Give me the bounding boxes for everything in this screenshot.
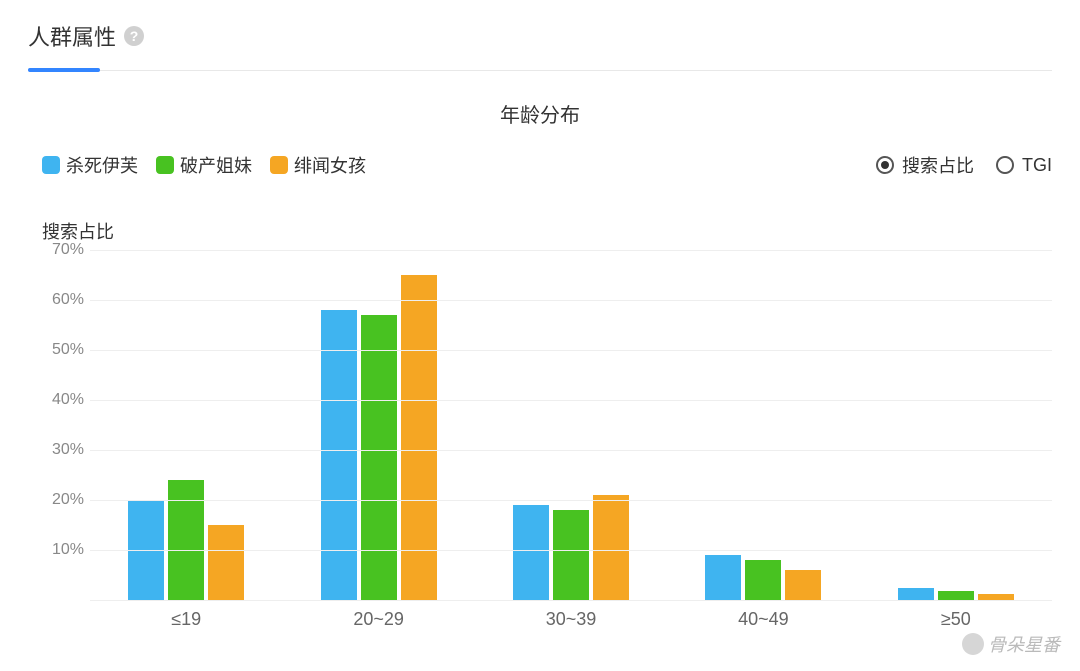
x-tick-label: 40~49: [738, 609, 789, 630]
bar[interactable]: [321, 310, 357, 600]
radio-label: 搜索占比: [902, 152, 974, 178]
legend: 杀死伊芙 破产姐妹 绯闻女孩: [42, 152, 366, 178]
chart-title: 年龄分布: [0, 99, 1080, 128]
legend-item[interactable]: 绯闻女孩: [270, 152, 366, 178]
radio-option[interactable]: 搜索占比: [876, 152, 974, 178]
bar[interactable]: [785, 570, 821, 600]
bar[interactable]: [208, 525, 244, 600]
title-row: 人群属性 ?: [28, 20, 1052, 52]
legend-label: 破产姐妹: [180, 152, 252, 178]
legend-label: 绯闻女孩: [294, 152, 366, 178]
gridline: [90, 250, 1052, 251]
bar[interactable]: [898, 588, 934, 601]
radio-option[interactable]: TGI: [996, 155, 1052, 176]
watermark-icon: [962, 633, 984, 655]
x-tick-label: 20~29: [353, 609, 404, 630]
bar[interactable]: [401, 275, 437, 600]
legend-swatch: [156, 156, 174, 174]
watermark: 骨朵星番: [962, 631, 1060, 657]
bar[interactable]: [513, 505, 549, 600]
help-icon[interactable]: ?: [124, 26, 144, 46]
y-tick-label: 20%: [42, 491, 84, 509]
legend-item[interactable]: 杀死伊芙: [42, 152, 138, 178]
x-tick-label: ≥50: [941, 609, 971, 630]
bar-group: ≥50: [860, 250, 1052, 600]
gridline: [90, 350, 1052, 351]
bar-group: 40~49: [667, 250, 859, 600]
tab-active-indicator: [28, 68, 100, 72]
header: 人群属性 ?: [0, 0, 1080, 71]
legend-item[interactable]: 破产姐妹: [156, 152, 252, 178]
gridline: [90, 600, 1052, 601]
page-title: 人群属性: [28, 20, 116, 52]
radio-label: TGI: [1022, 155, 1052, 176]
legend-label: 杀死伊芙: [66, 152, 138, 178]
legend-swatch: [270, 156, 288, 174]
bar[interactable]: [705, 555, 741, 600]
bar[interactable]: [593, 495, 629, 600]
bar[interactable]: [745, 560, 781, 600]
y-tick-label: 50%: [42, 341, 84, 359]
gridline: [90, 550, 1052, 551]
radio-circle-icon: [996, 156, 1014, 174]
x-tick-label: 30~39: [546, 609, 597, 630]
gridline: [90, 400, 1052, 401]
bar-group: ≤19: [90, 250, 282, 600]
chart-area: 搜索占比 ≤1920~2930~3940~49≥50 10%20%30%40%5…: [42, 218, 1052, 628]
watermark-text: 骨朵星番: [988, 631, 1060, 657]
bar[interactable]: [553, 510, 589, 600]
bar[interactable]: [168, 480, 204, 600]
bar[interactable]: [361, 315, 397, 600]
y-tick-label: 60%: [42, 291, 84, 309]
x-tick-label: ≤19: [171, 609, 201, 630]
controls-row: 杀死伊芙 破产姐妹 绯闻女孩 搜索占比 TGI: [0, 128, 1080, 178]
tab-underline: [28, 70, 1052, 71]
bar-group: 20~29: [282, 250, 474, 600]
y-tick-label: 40%: [42, 391, 84, 409]
bar[interactable]: [938, 591, 974, 600]
gridline: [90, 450, 1052, 451]
legend-swatch: [42, 156, 60, 174]
y-tick-label: 10%: [42, 541, 84, 559]
bar-group: 30~39: [475, 250, 667, 600]
radio-group: 搜索占比 TGI: [876, 152, 1052, 178]
y-axis-title: 搜索占比: [42, 218, 1052, 244]
gridline: [90, 500, 1052, 501]
bar-groups: ≤1920~2930~3940~49≥50: [90, 250, 1052, 600]
gridline: [90, 300, 1052, 301]
y-tick-label: 70%: [42, 241, 84, 259]
plot: ≤1920~2930~3940~49≥50 10%20%30%40%50%60%…: [90, 250, 1052, 600]
y-tick-label: 30%: [42, 441, 84, 459]
radio-circle-icon: [876, 156, 894, 174]
